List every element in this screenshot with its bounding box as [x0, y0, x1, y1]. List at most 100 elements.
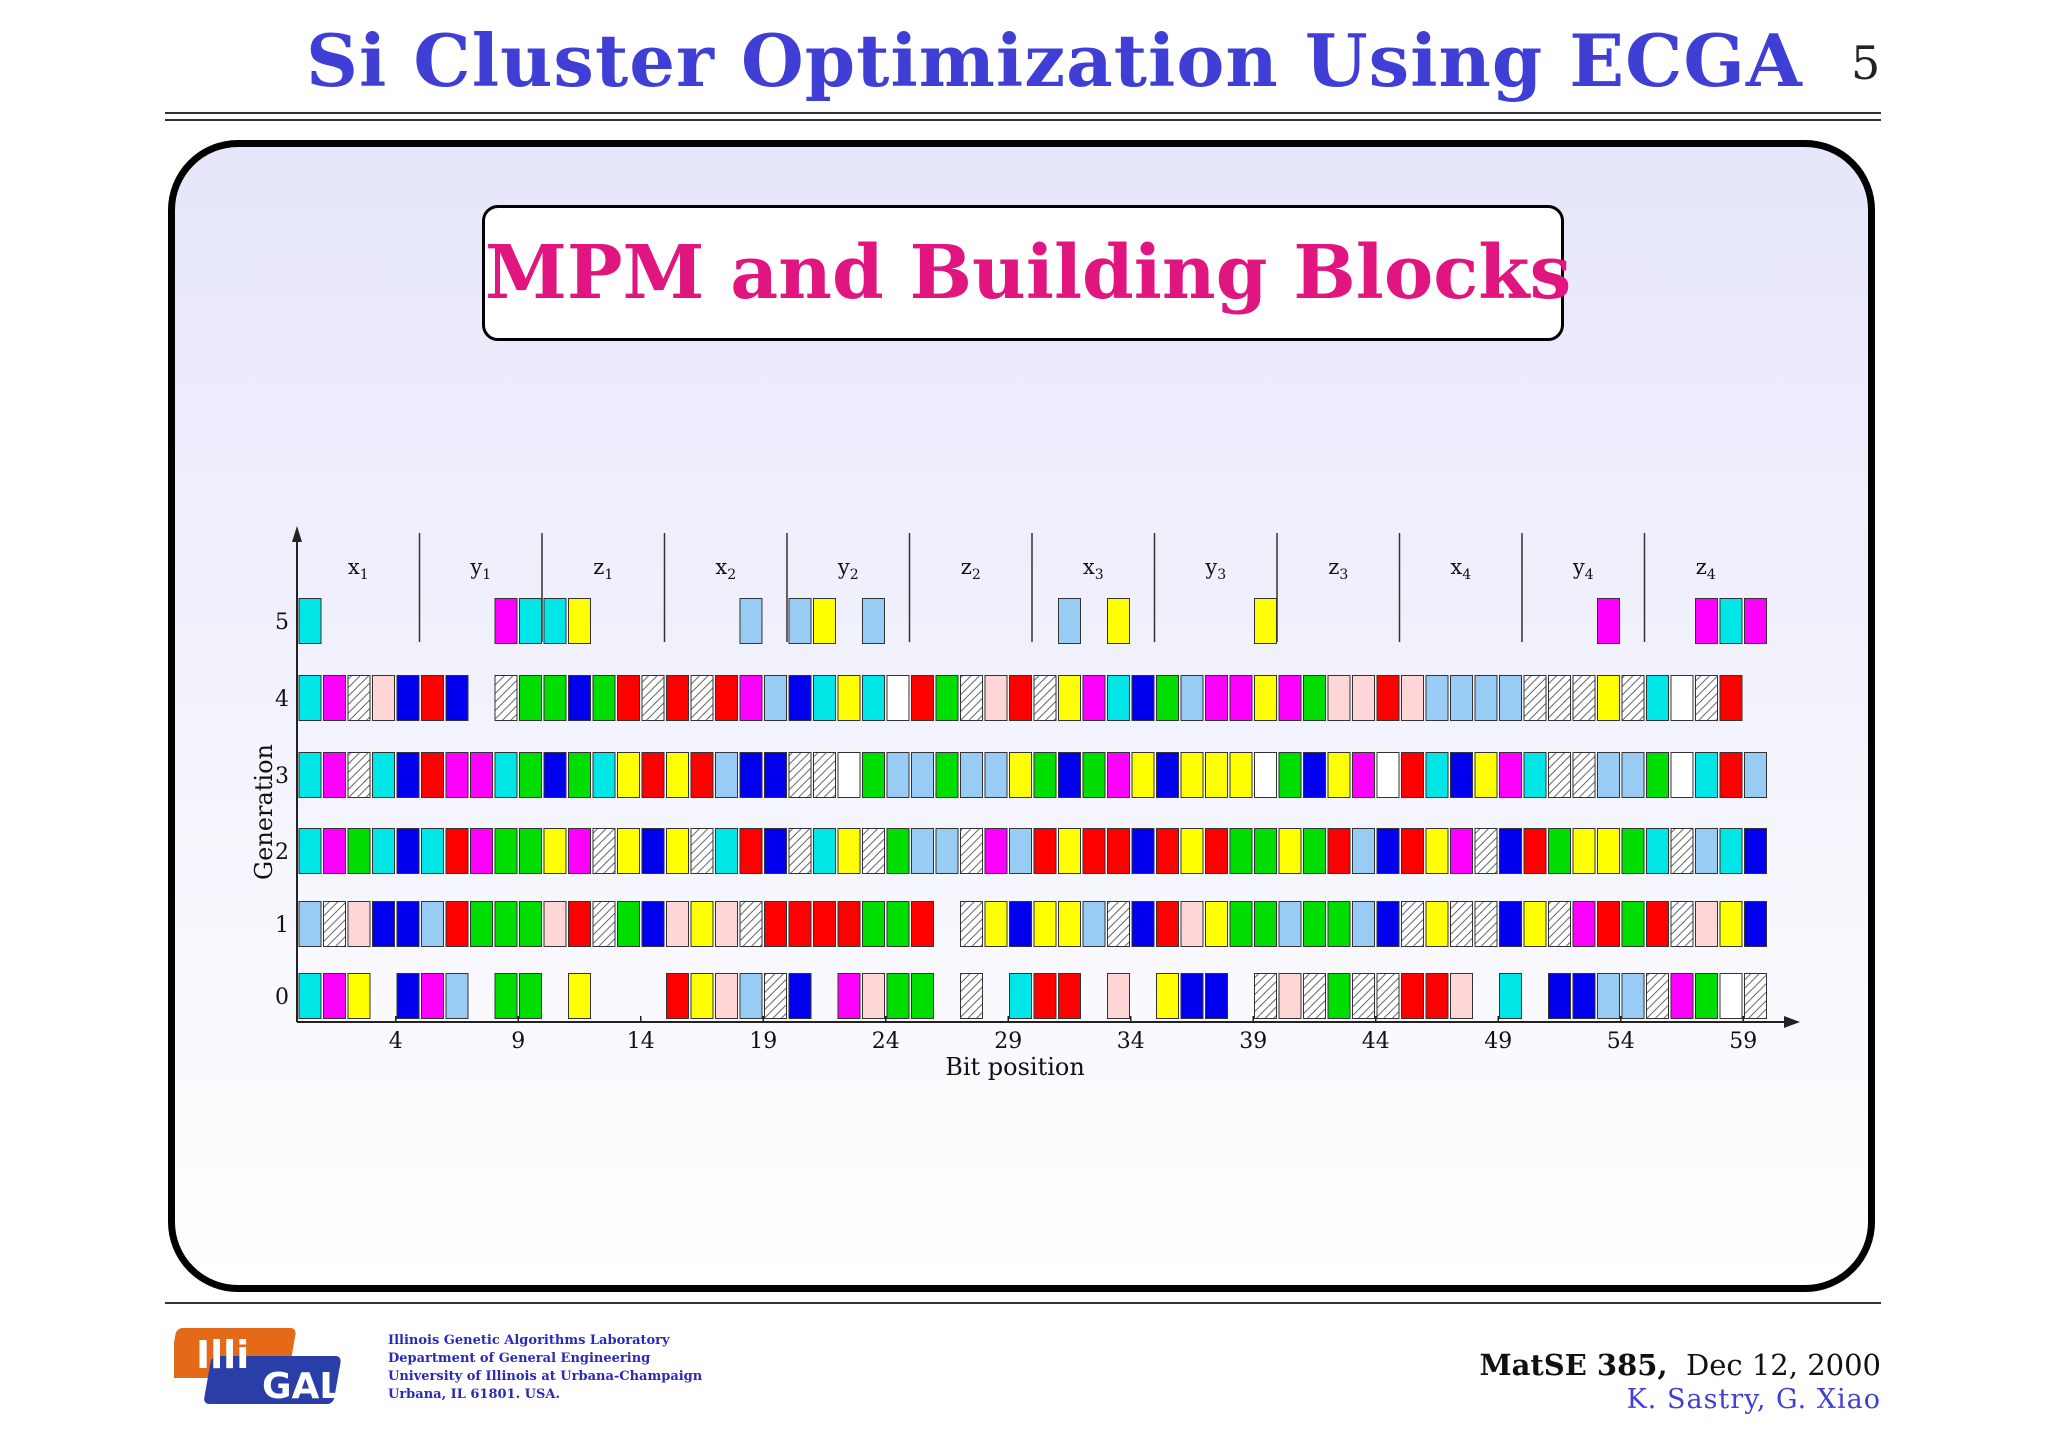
bit-cell	[1401, 973, 1424, 1019]
lab-line: Department of General Engineering	[388, 1351, 651, 1366]
bit-cell	[886, 901, 910, 947]
bit-cell	[837, 675, 861, 721]
bit-cell	[1254, 901, 1277, 947]
bit-cell	[372, 901, 395, 947]
bit-cell	[1327, 901, 1351, 947]
bit-cell	[1474, 675, 1498, 721]
group-label: y4	[1572, 555, 1594, 583]
bit-cell	[1548, 901, 1571, 947]
bit-cell	[421, 901, 444, 947]
bit-cell	[764, 901, 787, 947]
bit-cell	[592, 752, 616, 798]
bit-cell	[1131, 752, 1155, 798]
bit-cell	[1572, 675, 1596, 721]
bit-cell	[1425, 675, 1449, 721]
bit-cell	[813, 752, 836, 798]
bit-cell	[1229, 675, 1253, 721]
bit-cell	[1303, 752, 1326, 798]
bit-cell	[1401, 828, 1424, 874]
bit-cell	[1425, 752, 1449, 798]
bit-cell	[935, 828, 959, 874]
bit-cell	[764, 752, 787, 798]
bit-cell	[592, 901, 616, 947]
bit-cell	[1376, 675, 1400, 721]
bit-cell	[1131, 675, 1155, 721]
bit-cell	[935, 675, 959, 721]
bit-cell	[1058, 752, 1081, 798]
lab-line: University of Illinois at Urbana-Champai…	[388, 1369, 703, 1384]
bit-cell	[1082, 752, 1106, 798]
bit-cell	[1107, 598, 1130, 644]
bit-cell	[445, 828, 469, 874]
bit-cell	[690, 828, 714, 874]
bit-cell	[1254, 973, 1277, 1019]
subtitle-box: MPM and Building Blocks	[482, 205, 1571, 341]
bit-cell	[519, 973, 542, 1019]
bit-cell	[862, 598, 885, 644]
bit-cell	[813, 675, 836, 721]
bit-cell	[1156, 675, 1179, 721]
bit-cell	[1474, 828, 1498, 874]
bit-cell	[1646, 973, 1669, 1019]
header-rule-top	[165, 112, 1881, 114]
bit-cell	[641, 752, 665, 798]
bit-cell	[298, 973, 322, 1019]
course-name: MatSE 385,	[1479, 1348, 1668, 1382]
bit-cell	[641, 675, 665, 721]
bit-cell	[1156, 973, 1179, 1019]
bit-cell	[1695, 598, 1718, 644]
bit-cell	[617, 752, 640, 798]
x-tick-label: 24	[872, 1029, 900, 1054]
bit-cell	[323, 675, 346, 721]
bit-cell	[1597, 901, 1620, 947]
bit-cell	[1548, 828, 1571, 874]
bit-cell	[396, 828, 420, 874]
bit-cell	[1646, 752, 1669, 798]
subtitle: MPM and Building Blocks	[485, 230, 1572, 316]
bit-cell	[1376, 901, 1400, 947]
bit-cell	[1254, 675, 1277, 721]
bit-cell	[1621, 901, 1645, 947]
bit-cell	[1499, 752, 1522, 798]
bit-cell	[813, 598, 836, 644]
bit-cell	[470, 828, 493, 874]
bit-cell	[421, 973, 444, 1019]
lab-line: Illinois Genetic Algorithms Laboratory	[388, 1333, 670, 1348]
bit-cell	[1597, 752, 1620, 798]
group-label: x1	[348, 555, 369, 583]
bit-cell	[1670, 752, 1694, 798]
bit-cell	[494, 828, 518, 874]
x-tick-label: 29	[994, 1029, 1022, 1054]
footer-rule	[165, 1302, 1881, 1304]
bit-cell	[641, 901, 665, 947]
bit-cell	[1425, 901, 1449, 947]
bit-cell	[1597, 598, 1620, 644]
bit-cell	[1009, 901, 1032, 947]
bit-cell	[347, 675, 371, 721]
bit-cell	[1450, 675, 1473, 721]
bit-cell	[715, 901, 738, 947]
bit-cell	[1597, 973, 1620, 1019]
bit-cell	[862, 973, 885, 1019]
bit-cell	[1156, 752, 1179, 798]
bit-cell	[1425, 828, 1449, 874]
bit-cell	[1303, 675, 1326, 721]
bit-cell	[1058, 675, 1081, 721]
bit-cell	[1352, 828, 1375, 874]
bit-cell	[1131, 828, 1155, 874]
bit-cell	[690, 973, 714, 1019]
bit-cell	[1303, 901, 1326, 947]
bit-cell	[1719, 598, 1743, 644]
bit-cell	[421, 828, 444, 874]
bit-cell	[421, 675, 444, 721]
bit-cell	[1254, 752, 1277, 798]
bit-cell	[739, 828, 763, 874]
bit-cell	[445, 901, 469, 947]
bit-cell	[543, 752, 567, 798]
bit-cell	[1572, 828, 1596, 874]
bit-cell	[1548, 752, 1571, 798]
group-label: y3	[1204, 555, 1226, 583]
y-tick-label: 1	[275, 913, 289, 938]
bit-cell	[372, 752, 395, 798]
bit-cell	[1107, 973, 1130, 1019]
